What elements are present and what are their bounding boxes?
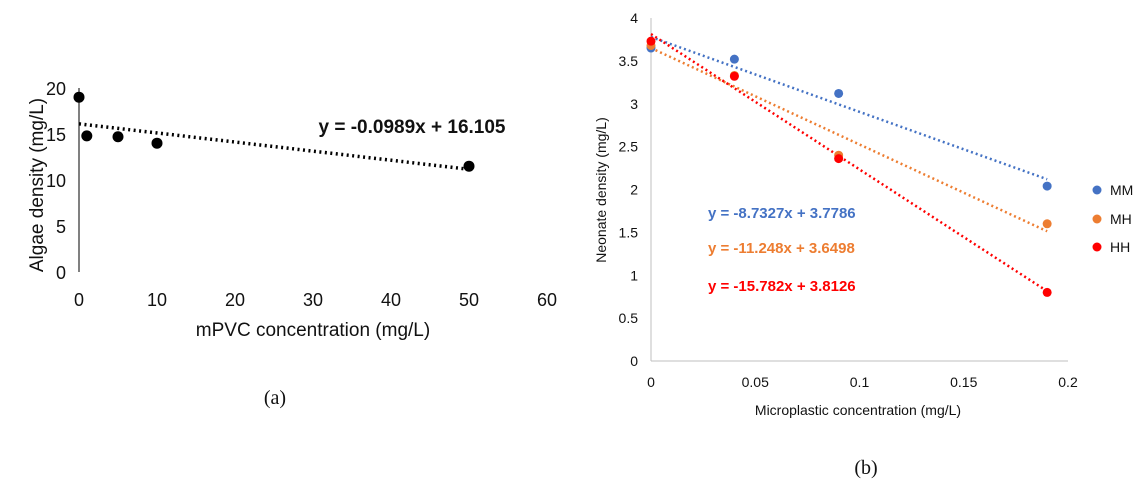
chart-b-equation-mh: y = -11.248x + 3.6498 <box>708 240 855 257</box>
chart-b-x-tick-label: 0.15 <box>950 374 977 390</box>
chart-b-y-tick-label: 3.5 <box>619 53 639 69</box>
chart-a-y-tick-label: 10 <box>46 171 66 191</box>
chart-b-trendlines <box>650 33 1048 293</box>
chart-a-data-point <box>112 131 124 143</box>
chart-b-y-tick-label: 4 <box>630 10 638 26</box>
chart-b-legend-label-mh: MH <box>1110 211 1132 227</box>
chart-a-y-tick-label: 15 <box>46 125 66 145</box>
chart-b-equation-mm: y = -8.7327x + 3.7786 <box>708 205 856 222</box>
chart-a-x-tick-label: 10 <box>147 290 167 310</box>
chart-b-data-point-hh <box>1042 287 1052 297</box>
chart-b-y-tick-label: 0 <box>630 353 638 369</box>
chart-b-x-tick-label: 0.2 <box>1058 374 1078 390</box>
chart-a-points <box>73 91 475 172</box>
chart-b-equations: y = -8.7327x + 3.7786 y = -11.248x + 3.64… <box>708 205 856 295</box>
chart-a-x-tick-label: 40 <box>381 290 401 310</box>
chart-a-data-point <box>151 137 163 149</box>
chart-a-data-point <box>463 160 475 172</box>
chart-b-legend-marker-hh <box>1092 242 1102 252</box>
chart-b-trendline-hh <box>650 33 1048 293</box>
chart-a-y-tick-label: 20 <box>46 79 66 99</box>
chart-b-data-point-mh <box>1042 219 1052 229</box>
chart-a-equation: y = -0.0989x + 16.105 <box>319 117 506 138</box>
chart-a-y-axis-label: Algae density (mg/L) <box>27 98 48 272</box>
chart-b-x-tick-label: 0.05 <box>742 374 769 390</box>
chart-b-data-point-hh <box>646 36 656 46</box>
chart-a-y-tick-label: 0 <box>56 263 66 283</box>
chart-a-x-tick-label: 50 <box>459 290 479 310</box>
chart-b-y-tick-labels: 0 0.5 1 1.5 2 2.5 3 3.5 4 <box>619 10 639 369</box>
chart-b-points <box>646 36 1052 297</box>
chart-b-y-tick-label: 1.5 <box>619 224 639 240</box>
chart-b-legend-label-mm: MM <box>1110 182 1133 198</box>
chart-b-data-point-mm <box>729 54 739 64</box>
chart-b-legend-marker-mh <box>1092 214 1102 224</box>
chart-b-x-tick-label: 0 <box>647 374 655 390</box>
chart-a-y-tick-labels: 0 5 10 15 20 <box>46 79 66 283</box>
chart-b-y-axis-label: Neonate density (mg/L) <box>593 117 609 263</box>
chart-a-algae-density: 0 10 20 30 40 50 60 0 5 10 15 20 y = -0.0989x + 16… <box>27 79 557 409</box>
chart-a-x-tick-labels: 0 10 20 30 40 50 60 <box>74 290 557 310</box>
chart-b-data-point-mm <box>834 88 844 98</box>
chart-b-caption: (b) <box>854 457 877 479</box>
chart-b-legend: MM MH HH <box>1092 182 1133 255</box>
chart-b-x-tick-label: 0.1 <box>850 374 870 390</box>
chart-b-legend-marker-mm <box>1092 185 1102 195</box>
chart-a-x-tick-label: 30 <box>303 290 323 310</box>
chart-b-y-tick-label: 1 <box>630 267 638 283</box>
chart-b-trendline-mh <box>650 46 1048 233</box>
chart-b-data-point-hh <box>834 154 844 164</box>
chart-a-x-tick-label: 60 <box>537 290 557 310</box>
chart-a-x-tick-label: 20 <box>225 290 245 310</box>
chart-a-data-point <box>73 91 85 103</box>
chart-a-caption: (a) <box>264 387 286 409</box>
chart-a-x-tick-label: 0 <box>74 290 84 310</box>
chart-a-y-tick-label: 5 <box>56 217 66 237</box>
chart-a-data-point <box>81 130 93 142</box>
chart-b-y-tick-label: 2 <box>630 182 638 198</box>
chart-b-x-tick-labels: 0 0.05 0.1 0.15 0.2 <box>647 374 1078 390</box>
chart-b-data-point-hh <box>729 71 739 81</box>
chart-b-data-point-mm <box>1042 181 1052 191</box>
chart-b-neonate-density: 0 0.05 0.1 0.15 0.2 0 0.5 1 1.5 2 2.5 3 3.5 4 y = -8… <box>593 10 1133 479</box>
chart-b-x-axis-label: Microplastic concentration (mg/L) <box>755 402 961 418</box>
chart-b-y-tick-label: 3 <box>630 96 638 112</box>
chart-b-trendline-mm <box>650 35 1048 181</box>
chart-b-axes <box>650 18 1068 362</box>
chart-b-y-tick-label: 0.5 <box>619 310 639 326</box>
chart-a-x-axis-label: mPVC concentration (mg/L) <box>196 320 430 341</box>
chart-b-y-tick-label: 2.5 <box>619 139 639 155</box>
chart-b-equation-hh: y = -15.782x + 3.8126 <box>708 278 856 295</box>
chart-b-legend-label-hh: HH <box>1110 239 1130 255</box>
